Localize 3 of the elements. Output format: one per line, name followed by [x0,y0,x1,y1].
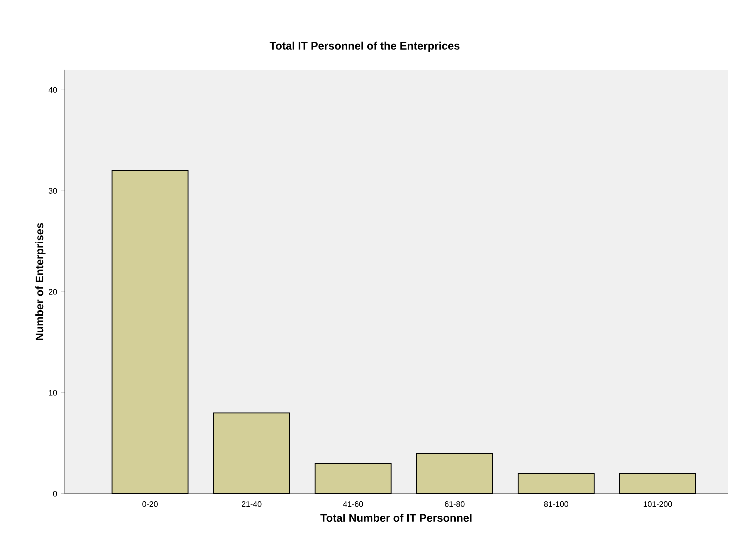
chart-title: Total IT Personnel of the Enterprices [270,42,460,52]
x-axis-title: Total Number of IT Personnel [320,514,472,522]
y-axis-title: Number of Enterprises [36,223,46,340]
